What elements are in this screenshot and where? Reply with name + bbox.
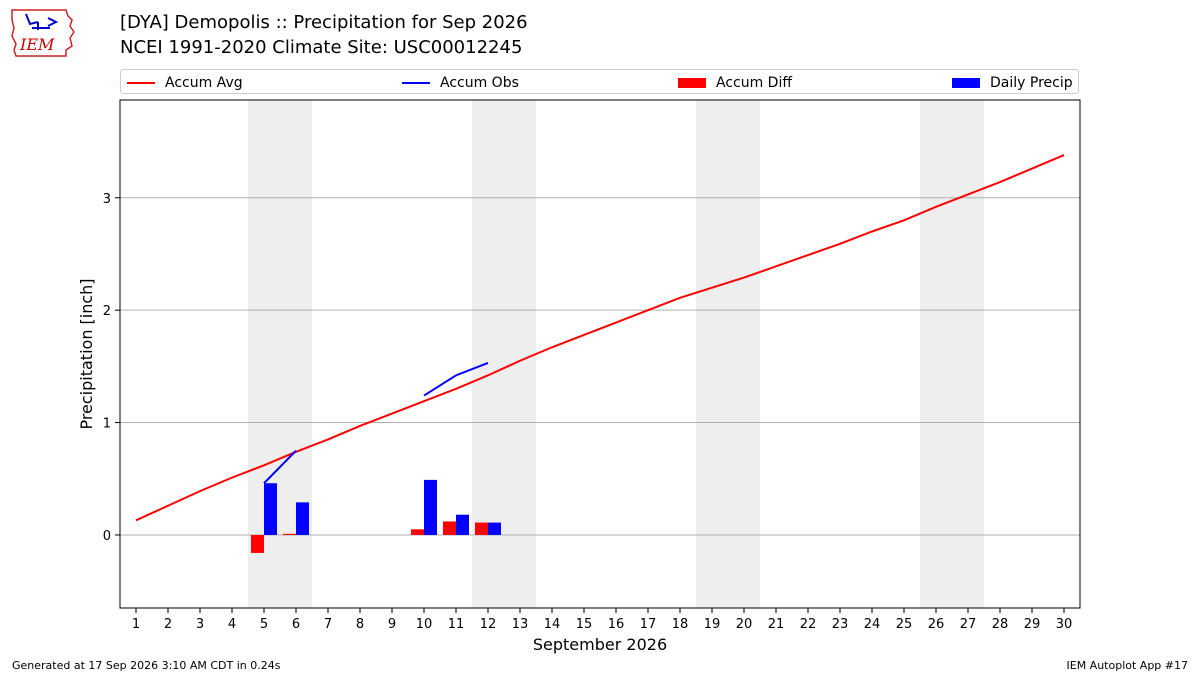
legend-swatch [952, 77, 980, 88]
bar-daily-precip [264, 483, 277, 535]
x-tick-label: 15 [576, 617, 593, 632]
y-tick-label: 2 [103, 304, 111, 319]
weather-station-icon [25, 13, 59, 30]
x-tick-label: 18 [672, 617, 689, 632]
bar-daily-precip [456, 514, 469, 535]
y-tick-label: 3 [103, 192, 111, 207]
iem-logo: IEM [11, 9, 75, 57]
legend-swatch [127, 81, 155, 84]
x-tick-label: 1 [132, 617, 140, 632]
x-tick-label: 14 [544, 617, 561, 632]
x-tick-label: 22 [800, 617, 817, 632]
bar-daily-precip [296, 502, 309, 535]
legend-item-daily-precip: Daily Precip [952, 70, 1073, 95]
x-tick-label: 8 [356, 617, 364, 632]
weekend-shade [920, 100, 984, 608]
footer-generated: Generated at 17 Sep 2026 3:10 AM CDT in … [12, 659, 281, 672]
legend-label: Accum Diff [716, 74, 793, 91]
x-tick-label: 21 [768, 617, 785, 632]
x-tick-label: 13 [512, 617, 529, 632]
iowa-outline-shape [11, 9, 75, 57]
x-tick-label: 19 [704, 617, 721, 632]
chart-subtitle: NCEI 1991-2020 Climate Site: USC00012245 [120, 37, 523, 58]
y-tick-label: 1 [103, 417, 111, 432]
bar-daily-precip [488, 522, 501, 535]
x-tick-label: 29 [1024, 617, 1041, 632]
bar-accum-diff [443, 521, 456, 535]
y-axis: 0 1 2 3 [103, 192, 120, 544]
line-accum-avg [135, 154, 1065, 522]
legend-label: Daily Precip [990, 74, 1073, 91]
x-axis: 1 2 3 4 5 6 7 8 9 10 11 12 13 14 15 16 17 18 19 20 21 22 23 24 2… [132, 608, 1072, 632]
y-tick-label: 0 [103, 529, 111, 544]
x-tick-label: 2 [164, 617, 172, 632]
x-tick-label: 3 [196, 617, 204, 632]
bar-accum-diff [251, 534, 264, 553]
x-tick-label: 12 [480, 617, 497, 632]
x-tick-label: 6 [292, 617, 300, 632]
x-tick-label: 10 [416, 617, 433, 632]
x-tick-label: 16 [608, 617, 625, 632]
bar-accum-diff [411, 529, 424, 535]
legend-label: Accum Obs [440, 74, 519, 91]
line-accum-obs [423, 362, 489, 397]
x-tick-label: 7 [324, 617, 332, 632]
x-axis-label: September 2026 [533, 635, 667, 654]
x-tick-label: 28 [992, 617, 1009, 632]
x-tick-label: 27 [960, 617, 977, 632]
x-tick-label: 20 [736, 617, 753, 632]
legend-label: Accum Avg [165, 74, 243, 91]
footer-app: IEM Autoplot App #17 [1066, 659, 1189, 672]
gridlines [120, 197, 1080, 536]
bar-daily-precip [424, 479, 437, 535]
x-tick-label: 23 [832, 617, 849, 632]
weekend-shade [696, 100, 760, 608]
logo-text: IEM [19, 35, 55, 54]
x-tick-label: 26 [928, 617, 945, 632]
x-tick-label: 30 [1056, 617, 1073, 632]
x-tick-label: 17 [640, 617, 657, 632]
x-tick-label: 24 [864, 617, 881, 632]
line-accum-obs [263, 449, 297, 484]
x-tick-label: 11 [448, 617, 465, 632]
plot-frame [119, 99, 1081, 609]
legend-item-accum-obs: Accum Obs [402, 70, 519, 95]
x-tick-label: 9 [388, 617, 396, 632]
lines [135, 154, 1065, 522]
bar-accum-diff [283, 533, 296, 535]
y-axis-label: Precipitation [inch] [77, 278, 96, 429]
bars [251, 479, 501, 553]
weekend-shading [248, 100, 984, 608]
x-tick-label: 4 [228, 617, 236, 632]
x-tick-label: 5 [260, 617, 268, 632]
chart-title: [DYA] Demopolis :: Precipitation for Sep… [120, 12, 528, 33]
legend-swatch [678, 77, 706, 88]
chart-legend: Accum Avg Accum Obs Accum Diff Daily Pre… [120, 69, 1079, 94]
bar-accum-diff [475, 522, 488, 535]
legend-swatch [402, 81, 430, 84]
x-tick-label: 25 [896, 617, 913, 632]
legend-item-accum-diff: Accum Diff [678, 70, 792, 95]
legend-item-accum-avg: Accum Avg [127, 70, 243, 95]
